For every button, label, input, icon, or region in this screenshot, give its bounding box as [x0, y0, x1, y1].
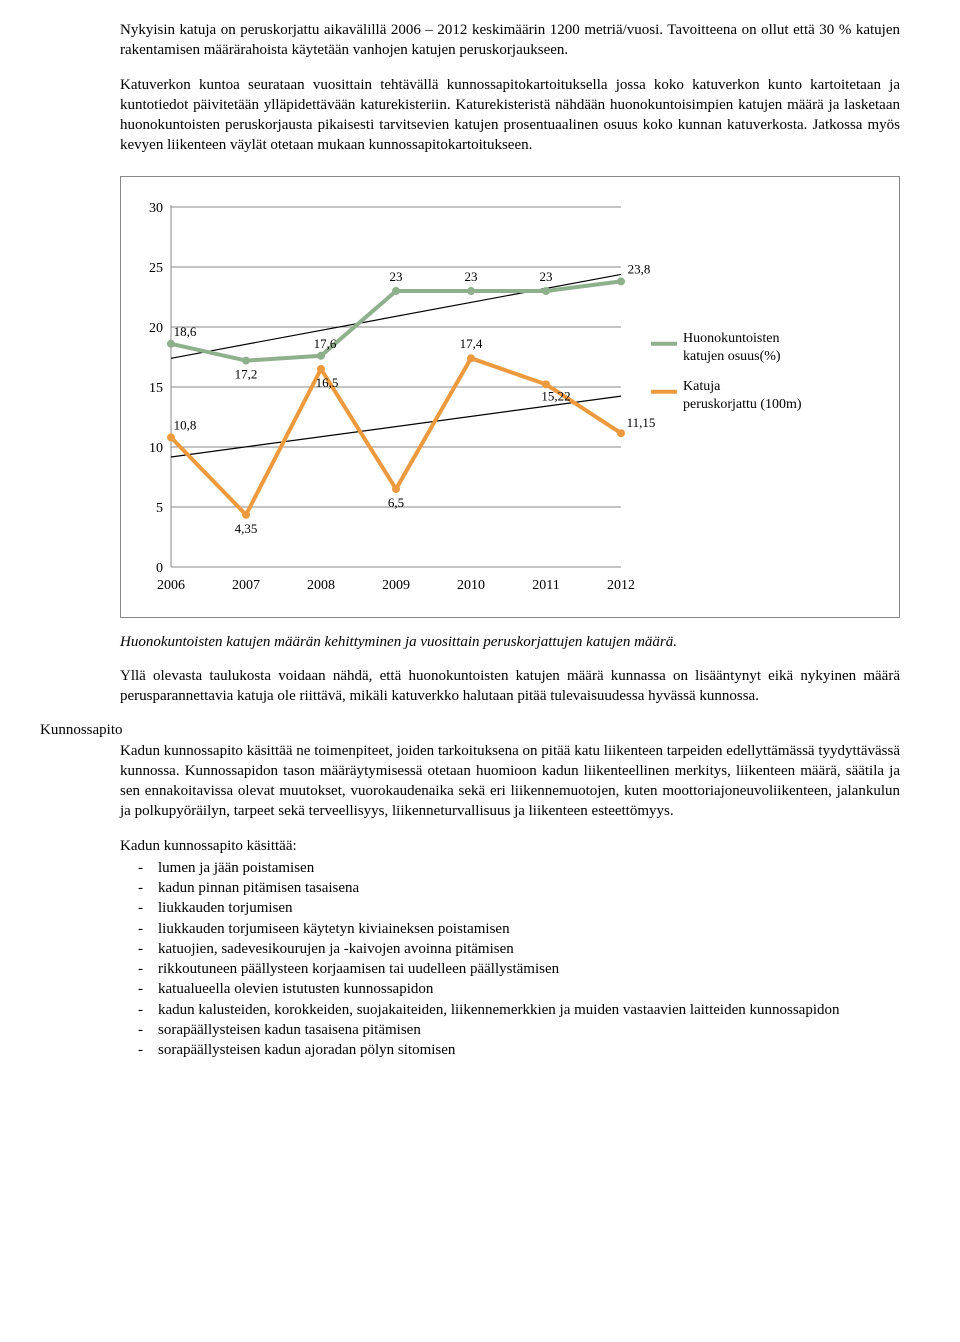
list-item: rikkoutuneen päällysteen korjaamisen tai…: [120, 959, 900, 979]
svg-text:11,15: 11,15: [627, 415, 656, 430]
svg-text:15,22: 15,22: [541, 388, 570, 403]
svg-text:katujen osuus(%): katujen osuus(%): [683, 348, 781, 363]
svg-text:2011: 2011: [532, 578, 559, 593]
svg-text:2012: 2012: [607, 578, 635, 593]
svg-text:23: 23: [540, 269, 553, 284]
svg-text:16,5: 16,5: [316, 375, 339, 390]
svg-text:23: 23: [465, 269, 478, 284]
section-heading: Kunnossapito: [40, 720, 900, 740]
svg-text:6,5: 6,5: [388, 495, 404, 510]
svg-text:peruskorjattu (100m): peruskorjattu (100m): [683, 396, 802, 411]
svg-text:17,2: 17,2: [235, 366, 258, 381]
svg-text:10: 10: [149, 441, 163, 456]
paragraph-4: Kadun kunnossapito käsittää ne toimenpit…: [120, 741, 900, 822]
svg-text:2008: 2008: [307, 578, 335, 593]
paragraph-3: Yllä olevasta taulukosta voidaan nähdä, …: [120, 666, 900, 707]
svg-text:5: 5: [156, 501, 163, 516]
list-intro: Kadun kunnossapito käsittää:: [120, 836, 900, 856]
list-item: katualueella olevien istutusten kunnossa…: [120, 979, 900, 999]
svg-text:0: 0: [156, 561, 163, 576]
svg-text:2009: 2009: [382, 578, 410, 593]
list-item: liukkauden torjumisen: [120, 898, 900, 918]
list-item: kadun pinnan pitämisen tasaisena: [120, 878, 900, 898]
svg-text:20: 20: [149, 321, 163, 336]
svg-text:23: 23: [390, 269, 403, 284]
svg-text:25: 25: [149, 261, 163, 276]
list-item: sorapäällysteisen kadun ajoradan pölyn s…: [120, 1040, 900, 1060]
svg-text:Katuja: Katuja: [683, 378, 721, 393]
list-item: liukkauden torjumiseen käytetyn kiviaine…: [120, 919, 900, 939]
chart-caption: Huonokuntoisten katujen määrän kehittymi…: [120, 632, 900, 652]
svg-text:17,6: 17,6: [314, 335, 337, 350]
bullet-list: lumen ja jään poistamisenkadun pinnan pi…: [120, 858, 900, 1061]
list-item: lumen ja jään poistamisen: [120, 858, 900, 878]
list-item: katuojien, sadevesikourujen ja -kaivojen…: [120, 939, 900, 959]
svg-text:10,8: 10,8: [174, 417, 197, 432]
svg-text:2010: 2010: [457, 578, 485, 593]
svg-text:30: 30: [149, 201, 163, 216]
list-item: kadun kalusteiden, korokkeiden, suojakai…: [120, 1000, 900, 1020]
svg-text:2006: 2006: [157, 578, 185, 593]
svg-text:4,35: 4,35: [235, 520, 258, 535]
svg-text:23,8: 23,8: [628, 261, 651, 276]
svg-text:18,6: 18,6: [174, 323, 197, 338]
svg-text:Huonokuntoisten: Huonokuntoisten: [683, 330, 779, 345]
paragraph-1: Nykyisin katuja on peruskorjattu aikaväl…: [120, 20, 900, 61]
line-chart: 0 5 10 15 20 25 30 2006 2007 2008 2009 2010 2011 2012…: [121, 187, 841, 607]
list-item: sorapäällysteisen kadun tasaisena pitämi…: [120, 1020, 900, 1040]
svg-text:17,4: 17,4: [460, 336, 483, 351]
svg-text:2007: 2007: [232, 578, 260, 593]
svg-text:15: 15: [149, 381, 163, 396]
chart-container: 0 5 10 15 20 25 30 2006 2007 2008 2009 2010 2011 2012…: [120, 176, 900, 618]
paragraph-2: Katuverkon kuntoa seurataan vuosittain t…: [120, 75, 900, 156]
